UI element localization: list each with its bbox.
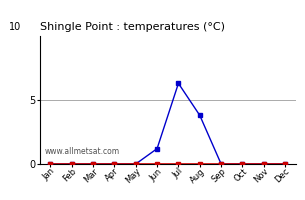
Text: Shingle Point : temperatures (°C): Shingle Point : temperatures (°C)	[40, 22, 225, 32]
Text: 10: 10	[9, 22, 21, 32]
Text: www.allmetsat.com: www.allmetsat.com	[45, 147, 120, 156]
